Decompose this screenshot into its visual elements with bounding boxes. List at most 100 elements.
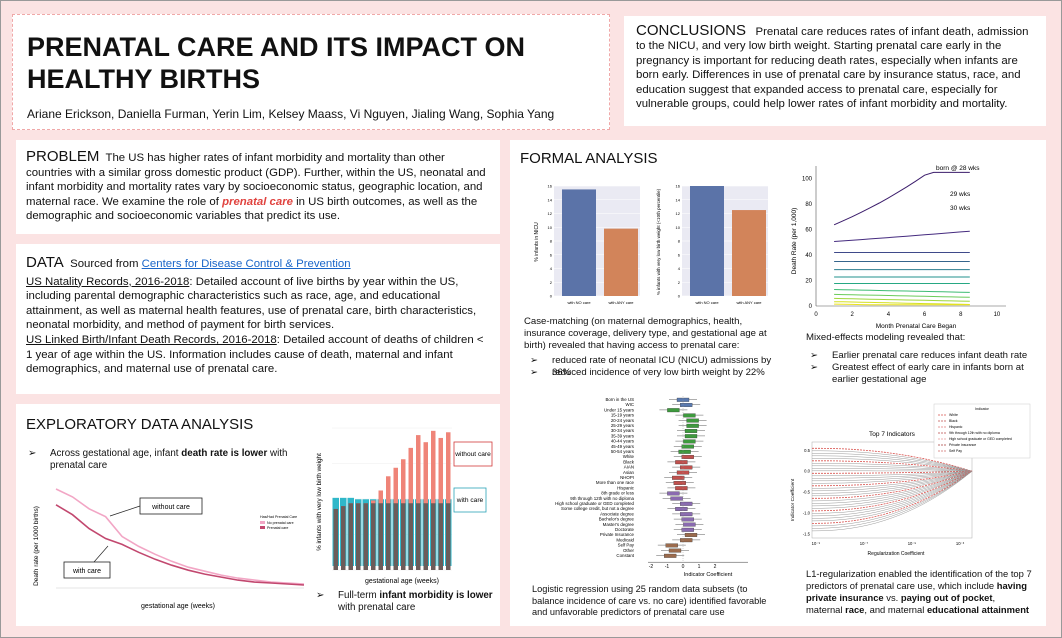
- arrow-bullet-icon: ➢: [28, 448, 37, 459]
- box-body: [667, 408, 680, 413]
- overlap-bar: [401, 503, 406, 570]
- overlap-bar: [378, 503, 383, 570]
- l1-y-tick: -1.0: [803, 510, 811, 515]
- problem-heading: PROBLEM: [26, 148, 100, 165]
- problem-text: The US has higher rates of infant morbid…: [26, 152, 486, 208]
- linked-text: : Detailed account of deaths of children…: [26, 333, 484, 376]
- l1-bold-2: paying out of pocket: [900, 592, 993, 603]
- box-category-label: 20-24 years: [611, 418, 635, 423]
- l1-path: [812, 458, 973, 472]
- l1-path: [811, 470, 973, 522]
- arrow-bullet-icon: ➢: [810, 350, 819, 361]
- tick-label: 8: [678, 239, 681, 244]
- x-tick-label: 4: [887, 312, 891, 318]
- mixed-label-30: 30 wks: [950, 205, 971, 212]
- overlap-bar: [446, 503, 451, 570]
- poster-title: PRENATAL CARE AND ITS IMPACT ON HEALTHY …: [27, 32, 525, 94]
- box-category-label: Black: [623, 459, 635, 464]
- overlap-bar: [341, 506, 346, 570]
- eda-b1-bold: death rate is lower: [181, 448, 268, 459]
- box-category-label: WIC: [625, 402, 634, 407]
- natality-text: : Detailed account of live births by yea…: [26, 275, 477, 332]
- l1-path: [811, 470, 973, 517]
- box-body: [684, 533, 698, 537]
- box-tick: -1: [665, 564, 670, 570]
- l1-legend-label: 9th through 12th with no diploma: [949, 431, 1000, 435]
- l1-path: [812, 470, 973, 482]
- l1-path: [811, 471, 973, 529]
- l1-text: L1-regularization enabled the identifica…: [806, 568, 1032, 616]
- data-panel: DATA Sourced from Centers for Disease Co…: [16, 244, 500, 394]
- mixed-curve: [834, 297, 970, 302]
- box-category-label: 25-29 years: [611, 423, 635, 428]
- box-category-label: 40-44 years: [611, 439, 635, 444]
- x-tick-label: 2: [851, 312, 855, 318]
- line-chart-ylabel: Death rate (per 1000 births): [33, 506, 40, 586]
- l1-path: [812, 470, 973, 484]
- eda-b1-pre: Across gestational age, infant: [50, 448, 179, 459]
- box-body: [683, 413, 696, 418]
- bar-callout-without-box: [453, 441, 493, 467]
- l1-path: [812, 470, 973, 497]
- overlap-bar: [386, 503, 391, 570]
- box-category-label: Born in the US: [605, 397, 634, 402]
- box-body: [681, 527, 694, 532]
- casematch-bullet-1: ➢ reduced rate of neonatal ICU (NICU) adm…: [530, 355, 780, 379]
- x-tick-label: 0: [814, 312, 818, 318]
- casematch-text: Case-matching (on maternal demographics,…: [524, 316, 767, 351]
- l1-y-tick: 0.5: [804, 448, 810, 453]
- overlap-bar: [393, 503, 398, 570]
- l1-legend-label: Private Insurance: [949, 443, 976, 447]
- tick-label: 10: [548, 225, 553, 230]
- l1-bold-4: educational attainment: [926, 604, 1030, 615]
- overlap-bar: [408, 503, 413, 570]
- casematch-b2: reduced incidence of very low birth weig…: [552, 367, 765, 378]
- case-bar-label: with NO care: [695, 300, 719, 305]
- title-panel: PRENATAL CARE AND ITS IMPACT ON HEALTHY …: [12, 14, 610, 130]
- box-category-label: White: [623, 454, 635, 459]
- l1-x-tick: 10⁻⁵: [908, 541, 917, 546]
- box-category-label: Private Insurance: [600, 532, 635, 537]
- case-bar-label: with ANY care: [736, 300, 762, 305]
- mixed-xlabel: Month Prenatal Care Began: [876, 323, 957, 330]
- l1-path: [812, 470, 973, 479]
- box-category-label: Under 15 years: [604, 407, 635, 412]
- problem-highlight: prenatal care: [222, 195, 293, 208]
- linked-title: US Linked Birth/Infant Death Records, 20…: [26, 333, 277, 346]
- arrow-bullet-icon: ➢: [530, 367, 539, 378]
- l1-bold-1: having private insurance: [806, 580, 1027, 603]
- box-category-label: Doctorate: [615, 527, 635, 532]
- l1-path: [812, 455, 973, 472]
- l1-bold-3: race: [845, 604, 865, 615]
- box-body: [680, 512, 693, 517]
- box-body: [664, 553, 677, 558]
- l1-path: [812, 453, 973, 472]
- case-bar-label: with ANY care: [608, 300, 634, 305]
- mixed-effects-chart: 0 20 40 60 80 100 0 2 4 6 8 10 Death Rate (per 1,00…: [791, 165, 1006, 330]
- tick-label: 16: [676, 184, 681, 189]
- eda-panel: EXPLORATORY DATA ANALYSIS ➢ Across gesta…: [16, 404, 500, 626]
- box-category-label: More than one race: [596, 480, 635, 485]
- l1-path: [811, 470, 973, 504]
- vlbw-bar-chart: % infants with very low birth weight ges…: [316, 427, 493, 585]
- natality-title: US Natality Records, 2016-2018: [26, 275, 190, 288]
- callout-with-arrow: [93, 545, 109, 563]
- tick-label: 8: [550, 239, 553, 244]
- tick-label: 14: [676, 197, 681, 202]
- bar-callout-without-text: without care: [454, 451, 491, 458]
- case-bar: [690, 186, 724, 296]
- box-body: [681, 455, 694, 459]
- tick-label: 2: [678, 280, 681, 285]
- arrow-bullet-icon: ➢: [530, 355, 539, 366]
- box-category-label: 8th grade or less: [601, 491, 635, 496]
- cdc-link[interactable]: Centers for Disease Control & Prevention: [141, 258, 351, 270]
- mixed-curve: [834, 289, 970, 293]
- mixed-curve: [834, 230, 970, 242]
- without-care-bar: [416, 435, 421, 570]
- nicu-ylabel: % infants in NICU: [534, 222, 540, 262]
- l1-path: [812, 470, 973, 474]
- box-category-label: Master's degree: [603, 522, 635, 527]
- l1-legend-label: High school graduate or GED completed: [949, 437, 1012, 441]
- l1-regularization-chart: Top 7 Indicators 0.5 0.0 -0.5 -1.0 -1.510⁻⁹ 1…: [790, 403, 1031, 557]
